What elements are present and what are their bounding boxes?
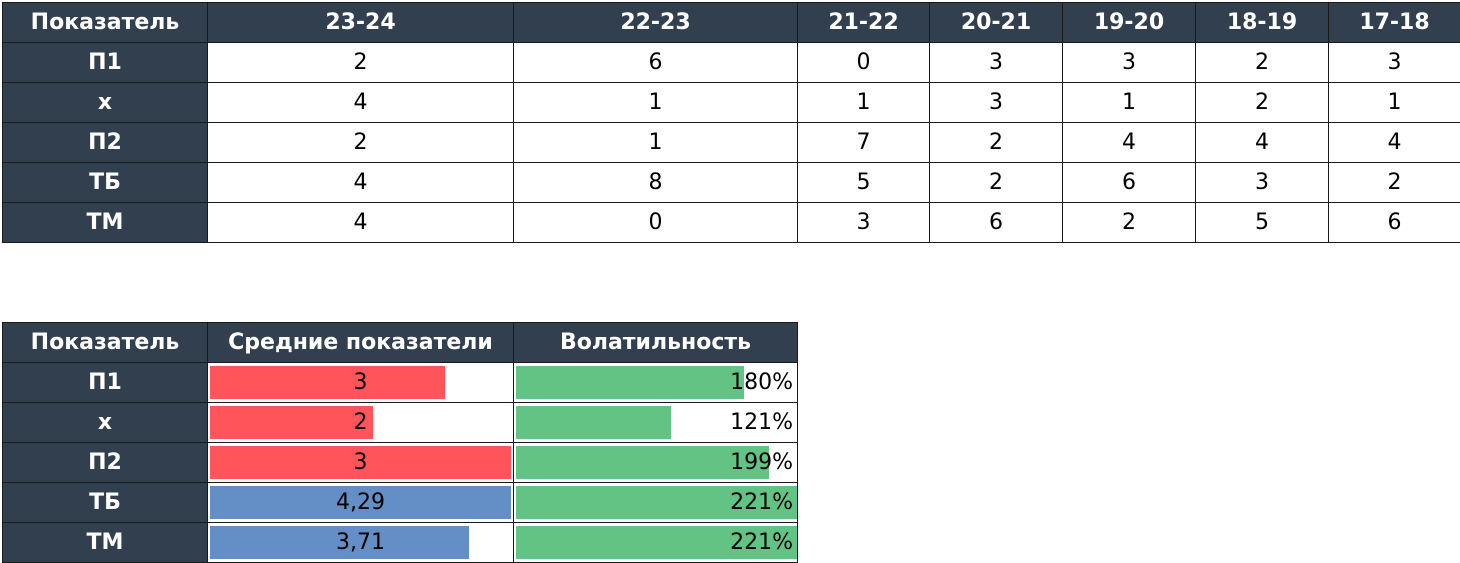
average-cell[interactable]: 2 <box>208 403 514 443</box>
column-header: Волатильность <box>514 323 798 363</box>
volatility-value: 221% <box>514 490 797 515</box>
row-label: ТМ <box>3 203 208 243</box>
row-label: П1 <box>3 363 208 403</box>
volatility-value: 221% <box>514 530 797 555</box>
table-row: ТБ 4,29 221% <box>3 483 798 523</box>
table-cell[interactable]: 6 <box>514 43 798 83</box>
column-header: Средние показатели <box>208 323 514 363</box>
table-cell[interactable]: 2 <box>208 43 514 83</box>
table-row: х 2 121% <box>3 403 798 443</box>
table-cell[interactable]: 6 <box>1063 163 1196 203</box>
table-row: ТМ 3,71 221% <box>3 523 798 563</box>
volatility-cell[interactable]: 121% <box>514 403 798 443</box>
table-cell[interactable]: 4 <box>208 83 514 123</box>
average-cell[interactable]: 3,71 <box>208 523 514 563</box>
table-cell[interactable]: 1 <box>1329 83 1460 123</box>
table-cell[interactable]: 8 <box>514 163 798 203</box>
average-data-bar <box>210 366 445 399</box>
volatility-cell[interactable]: 221% <box>514 483 798 523</box>
table-cell[interactable]: 1 <box>798 83 930 123</box>
average-value: 4,29 <box>336 490 385 515</box>
average-data-bar <box>210 406 373 439</box>
volatility-cell[interactable]: 221% <box>514 523 798 563</box>
table-cell[interactable]: 4 <box>208 163 514 203</box>
table-cell[interactable]: 5 <box>798 163 930 203</box>
table-cell[interactable]: 3 <box>1063 43 1196 83</box>
table-cell[interactable]: 3 <box>1196 163 1329 203</box>
table-cell[interactable]: 2 <box>930 123 1063 163</box>
column-header: Показатель <box>3 3 208 43</box>
volatility-cell[interactable]: 199% <box>514 443 798 483</box>
column-header: 23-24 <box>208 3 514 43</box>
table-cell[interactable]: 2 <box>208 123 514 163</box>
column-header: 17-18 <box>1329 3 1460 43</box>
table-cell[interactable]: 6 <box>930 203 1063 243</box>
average-value: 3,71 <box>336 530 385 555</box>
row-label: х <box>3 403 208 443</box>
table-row: П2 3 199% <box>3 443 798 483</box>
table-cell[interactable]: 3 <box>930 83 1063 123</box>
row-label: ТБ <box>3 483 208 523</box>
row-label: П2 <box>3 443 208 483</box>
row-label: ТМ <box>3 523 208 563</box>
table-cell[interactable]: 3 <box>930 43 1063 83</box>
volatility-value: 199% <box>514 450 797 475</box>
table-cell[interactable]: 3 <box>1329 43 1460 83</box>
volatility-cell[interactable]: 180% <box>514 363 798 403</box>
column-header: Показатель <box>3 323 208 363</box>
table-cell[interactable]: 2 <box>930 163 1063 203</box>
column-header: 20-21 <box>930 3 1063 43</box>
row-label: ТБ <box>3 163 208 203</box>
table-cell[interactable]: 1 <box>1063 83 1196 123</box>
table-cell[interactable]: 7 <box>798 123 930 163</box>
table-cell[interactable]: 4 <box>1063 123 1196 163</box>
average-value: 3 <box>354 370 368 395</box>
column-header: 18-19 <box>1196 3 1329 43</box>
table-cell[interactable]: 1 <box>514 123 798 163</box>
table-cell[interactable]: 5 <box>1196 203 1329 243</box>
table-cell[interactable]: 4 <box>1196 123 1329 163</box>
table-cell[interactable]: 2 <box>1196 43 1329 83</box>
column-header: 19-20 <box>1063 3 1196 43</box>
row-label: П1 <box>3 43 208 83</box>
table-row: П1 3 180% <box>3 363 798 403</box>
average-cell[interactable]: 3 <box>208 443 514 483</box>
volatility-value: 180% <box>514 370 797 395</box>
table-cell[interactable]: 1 <box>514 83 798 123</box>
table-cell[interactable]: 0 <box>798 43 930 83</box>
column-header: 22-23 <box>514 3 798 43</box>
table-cell[interactable]: 4 <box>208 203 514 243</box>
row-label: П2 <box>3 123 208 163</box>
table-cell[interactable]: 2 <box>1196 83 1329 123</box>
average-value: 2 <box>354 410 368 435</box>
row-label: х <box>3 83 208 123</box>
volatility-value: 121% <box>514 410 797 435</box>
average-cell[interactable]: 3 <box>208 363 514 403</box>
average-value: 3 <box>354 450 368 475</box>
column-header: 21-22 <box>798 3 930 43</box>
table-cell[interactable]: 3 <box>798 203 930 243</box>
average-cell[interactable]: 4,29 <box>208 483 514 523</box>
table-cell[interactable]: 0 <box>514 203 798 243</box>
table-cell[interactable]: 2 <box>1063 203 1196 243</box>
table-cell[interactable]: 2 <box>1329 163 1460 203</box>
table-cell[interactable]: 6 <box>1329 203 1460 243</box>
table-cell[interactable]: 4 <box>1329 123 1460 163</box>
